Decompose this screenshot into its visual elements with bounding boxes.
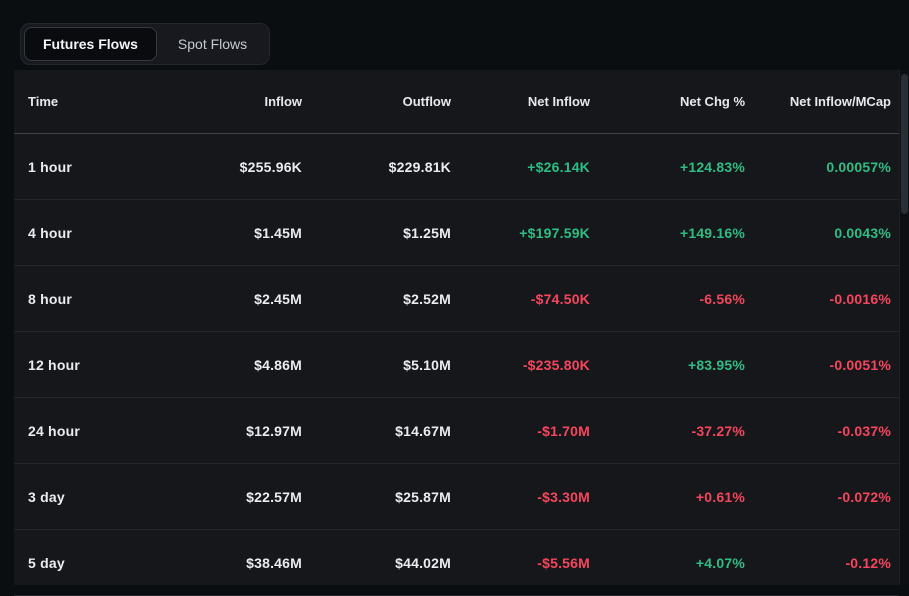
cell-time: 5 day [28, 554, 65, 571]
cell-inflow: $1.45M [254, 224, 302, 241]
table-row: 8 hour $2.45M $2.52M -$74.50K -6.56% -0.… [14, 266, 899, 332]
table-row: 12 hour $4.86M $5.10M -$235.80K +83.95% … [14, 332, 899, 398]
cell-net-chg: +0.61% [695, 488, 745, 505]
cell-net-chg: +83.95% [687, 356, 745, 373]
scrollbar-thumb[interactable] [901, 74, 908, 214]
cell-net-inflow-mcap: 0.0043% [834, 224, 891, 241]
cell-net-inflow-mcap: -0.037% [837, 422, 891, 439]
table-row: 24 hour $12.97M $14.67M -$1.70M -37.27% … [14, 398, 899, 464]
cell-inflow: $12.97M [246, 422, 302, 439]
cell-net-inflow-mcap: -0.072% [837, 488, 891, 505]
cell-time: 8 hour [28, 290, 72, 307]
table-row: 3 day $22.57M $25.87M -$3.30M +0.61% -0.… [14, 464, 899, 530]
cell-net-inflow: -$5.56M [537, 554, 590, 571]
table-row: 4 hour $1.45M $1.25M +$197.59K +149.16% … [14, 200, 899, 266]
cell-net-inflow-mcap: 0.00057% [826, 158, 891, 175]
cell-inflow: $22.57M [246, 488, 302, 505]
cell-time: 3 day [28, 488, 65, 505]
column-header-net-chg: Net Chg % [680, 94, 745, 109]
cell-time: 1 hour [28, 158, 72, 175]
tab-spot-flows[interactable]: Spot Flows [177, 36, 248, 52]
vertical-scrollbar[interactable] [899, 70, 909, 585]
cell-outflow: $14.67M [395, 422, 451, 439]
cell-inflow: $4.86M [254, 356, 302, 373]
table-row: 1 hour $255.96K $229.81K +$26.14K +124.8… [14, 134, 899, 200]
column-header-net-inflow-mcap: Net Inflow/MCap [789, 94, 891, 109]
column-header-time: Time [28, 94, 59, 109]
table-header-row: Time Inflow Outflow Net Inflow Net Chg %… [14, 70, 899, 134]
cell-outflow: $25.87M [395, 488, 451, 505]
cell-net-chg: +149.16% [679, 224, 745, 241]
cell-inflow: $255.96K [239, 158, 302, 175]
cell-net-inflow: -$1.70M [537, 422, 590, 439]
cell-time: 4 hour [28, 224, 72, 241]
cell-net-chg: +124.83% [679, 158, 745, 175]
cell-outflow: $5.10M [403, 356, 451, 373]
cell-net-chg: -37.27% [691, 422, 745, 439]
cell-outflow: $44.02M [395, 554, 451, 571]
cell-net-inflow: +$26.14K [527, 158, 590, 175]
cell-net-inflow: -$74.50K [530, 290, 590, 307]
cell-net-inflow-mcap: -0.12% [845, 554, 891, 571]
cell-time: 12 hour [28, 356, 80, 373]
cell-inflow: $2.45M [254, 290, 302, 307]
cell-net-inflow: -$3.30M [537, 488, 590, 505]
cell-outflow: $1.25M [403, 224, 451, 241]
cell-net-chg: -6.56% [699, 290, 745, 307]
flows-tab-bar: Futures Flows Spot Flows [20, 23, 271, 65]
cell-outflow: $2.52M [403, 290, 451, 307]
flows-table: Time Inflow Outflow Net Inflow Net Chg %… [14, 70, 899, 596]
column-header-net-inflow: Net Inflow [527, 94, 590, 109]
cell-net-inflow: -$235.80K [522, 356, 590, 373]
cell-outflow: $229.81K [388, 158, 451, 175]
cell-inflow: $38.46M [246, 554, 302, 571]
cell-net-inflow-mcap: -0.0051% [829, 356, 891, 373]
column-header-outflow: Outflow [402, 94, 451, 109]
cell-net-inflow-mcap: -0.0016% [829, 290, 891, 307]
cell-net-inflow: +$197.59K [519, 224, 590, 241]
table-row: 5 day $38.46M $44.02M -$5.56M +4.07% -0.… [14, 530, 899, 596]
cell-time: 24 hour [28, 422, 80, 439]
column-header-inflow: Inflow [264, 94, 302, 109]
cell-net-chg: +4.07% [695, 554, 745, 571]
tab-futures-flows[interactable]: Futures Flows [24, 27, 157, 61]
